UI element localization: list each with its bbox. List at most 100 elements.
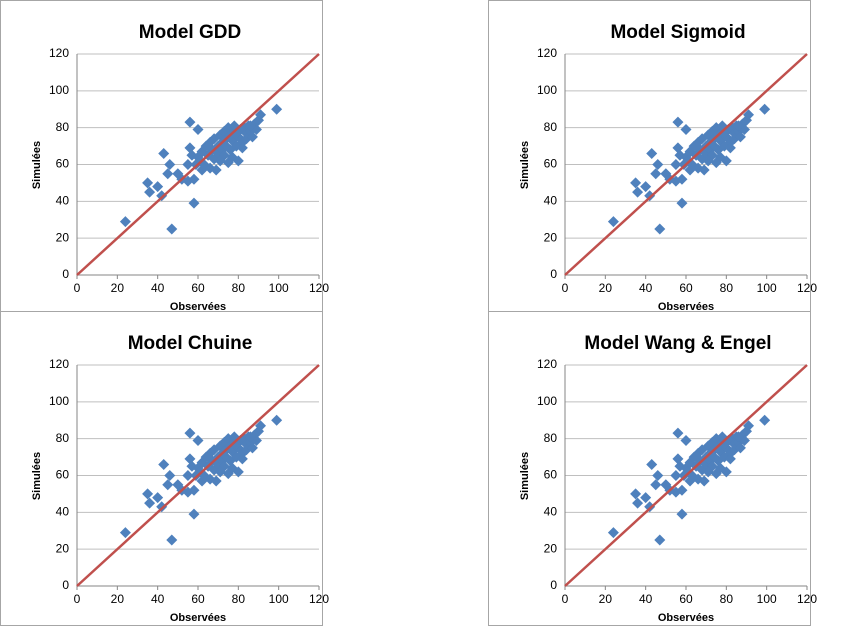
point bbox=[162, 479, 174, 491]
x-axis-title: Observées bbox=[658, 301, 714, 313]
point bbox=[734, 442, 746, 454]
chart-frame bbox=[488, 0, 811, 315]
y-tick-label: 120 bbox=[537, 357, 557, 371]
chart-title: Model GDD bbox=[139, 22, 241, 43]
x-tick-label: 120 bbox=[309, 281, 329, 295]
point bbox=[672, 116, 684, 128]
point bbox=[698, 475, 710, 487]
point bbox=[670, 470, 682, 481]
point bbox=[236, 142, 248, 154]
x-tick-label: 40 bbox=[639, 281, 653, 295]
point bbox=[202, 140, 214, 152]
point bbox=[222, 468, 234, 480]
point bbox=[158, 458, 170, 470]
point bbox=[271, 414, 283, 426]
point bbox=[162, 168, 174, 180]
point bbox=[732, 125, 744, 137]
y-tick-label: 60 bbox=[544, 157, 558, 171]
point bbox=[640, 181, 652, 193]
point bbox=[158, 147, 170, 159]
point bbox=[253, 425, 264, 437]
point bbox=[684, 164, 696, 176]
point bbox=[255, 420, 267, 432]
point bbox=[228, 431, 240, 443]
point bbox=[166, 223, 178, 235]
point bbox=[724, 142, 736, 154]
y-tick-label: 120 bbox=[537, 46, 557, 60]
y-tick-label: 40 bbox=[544, 194, 558, 208]
reference-line bbox=[564, 364, 808, 587]
y-tick-label: 20 bbox=[544, 541, 558, 555]
chart: 0 20 40 60 80 100 120 0 20 40 60 80 100 120 Model Wang… bbox=[488, 311, 817, 626]
point bbox=[192, 124, 204, 136]
point bbox=[156, 501, 168, 513]
point bbox=[210, 164, 222, 176]
x-tick-label: 100 bbox=[757, 592, 777, 606]
y-tick-label: 100 bbox=[537, 394, 557, 408]
point bbox=[204, 473, 216, 485]
x-tick-label: 0 bbox=[74, 592, 81, 606]
y-tick-label: 60 bbox=[56, 157, 70, 171]
y-tick-label: 100 bbox=[49, 83, 69, 97]
point bbox=[230, 438, 242, 450]
chart: 0 20 40 60 80 100 120 0 20 40 60 80 100 120 Model Sigm… bbox=[488, 0, 817, 315]
point bbox=[144, 186, 156, 198]
point bbox=[632, 497, 644, 509]
x-tick-label: 40 bbox=[151, 592, 165, 606]
point bbox=[244, 431, 256, 443]
y-tick-label: 40 bbox=[56, 505, 70, 519]
x-axis-title: Observées bbox=[658, 612, 714, 624]
chart: 0 20 40 60 80 100 120 0 20 40 60 80 100 120 Model Chui… bbox=[0, 311, 329, 626]
point bbox=[632, 186, 644, 198]
point bbox=[119, 216, 131, 228]
y-tick-label: 80 bbox=[544, 120, 558, 134]
y-tick-label: 120 bbox=[49, 46, 69, 60]
point bbox=[152, 181, 164, 193]
point bbox=[607, 216, 619, 228]
y-tick-label: 60 bbox=[56, 468, 70, 482]
x-axis-title: Observées bbox=[170, 612, 226, 624]
point bbox=[680, 124, 692, 136]
point bbox=[743, 420, 755, 432]
point bbox=[690, 451, 702, 463]
point bbox=[702, 129, 714, 141]
point bbox=[186, 460, 198, 472]
point bbox=[670, 159, 682, 170]
point bbox=[646, 458, 658, 470]
point bbox=[724, 136, 736, 148]
point bbox=[630, 488, 642, 500]
point bbox=[255, 109, 267, 121]
point bbox=[759, 103, 771, 115]
x-tick-label: 40 bbox=[639, 592, 653, 606]
point bbox=[607, 527, 619, 539]
point bbox=[248, 118, 260, 130]
point bbox=[734, 131, 746, 143]
point bbox=[184, 116, 196, 128]
x-tick-label: 0 bbox=[74, 281, 81, 295]
point bbox=[214, 155, 226, 167]
x-tick-label: 20 bbox=[111, 592, 125, 606]
point bbox=[706, 125, 718, 137]
chart-title: Model Chuine bbox=[128, 333, 253, 354]
point bbox=[728, 438, 740, 450]
y-tick-label: 20 bbox=[544, 230, 558, 244]
x-tick-label: 0 bbox=[562, 281, 569, 295]
y-tick-label: 100 bbox=[537, 83, 557, 97]
point bbox=[672, 427, 684, 439]
x-tick-label: 80 bbox=[720, 592, 734, 606]
point bbox=[164, 159, 176, 170]
point bbox=[196, 164, 208, 176]
x-tick-label: 120 bbox=[309, 592, 329, 606]
x-tick-label: 20 bbox=[111, 281, 125, 295]
point bbox=[710, 468, 722, 480]
point bbox=[210, 475, 222, 487]
x-tick-label: 80 bbox=[720, 281, 734, 295]
point bbox=[698, 164, 710, 176]
point bbox=[166, 534, 178, 546]
y-tick-label: 80 bbox=[56, 120, 70, 134]
x-tick-label: 60 bbox=[191, 592, 205, 606]
point bbox=[743, 109, 755, 121]
x-tick-label: 80 bbox=[232, 592, 246, 606]
point bbox=[246, 442, 258, 454]
point bbox=[182, 159, 194, 170]
